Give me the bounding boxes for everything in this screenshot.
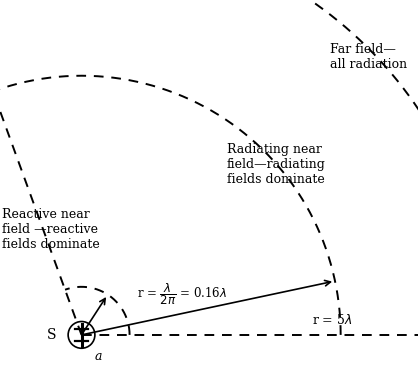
Text: S: S [46, 328, 56, 342]
Text: Reactive near
field —reactive
fields dominate: Reactive near field —reactive fields dom… [2, 208, 100, 251]
Text: a: a [95, 350, 102, 363]
Text: r = 5$\lambda$: r = 5$\lambda$ [311, 313, 352, 327]
Text: Radiating near
field—radiating
fields dominate: Radiating near field—radiating fields do… [227, 143, 325, 186]
Text: Far field—
all radiation: Far field— all radiation [329, 43, 407, 71]
Text: r = $\dfrac{\lambda}{2\pi}$ = 0.16$\lambda$: r = $\dfrac{\lambda}{2\pi}$ = 0.16$\lamb… [137, 281, 227, 307]
